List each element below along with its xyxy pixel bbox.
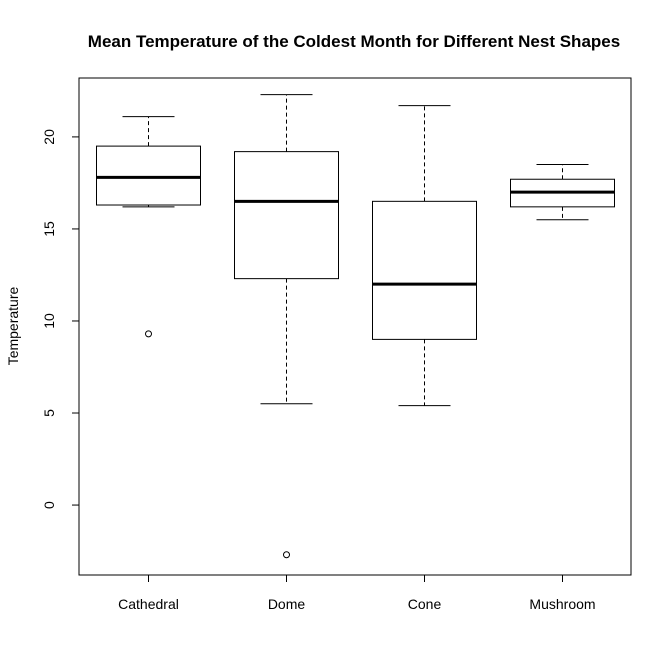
boxes bbox=[96, 94, 615, 559]
box-iqr bbox=[372, 200, 477, 340]
x-tick-label: Cone bbox=[408, 596, 442, 612]
x-tick-label: Dome bbox=[268, 596, 306, 612]
box-dome bbox=[234, 94, 339, 559]
chart-title: Mean Temperature of the Coldest Month fo… bbox=[88, 32, 620, 51]
x-axis: Cathedral Dome Cone Mushroom bbox=[118, 574, 596, 612]
box-cone bbox=[372, 105, 477, 407]
y-tick-label: 15 bbox=[41, 221, 57, 237]
outlier-point bbox=[283, 551, 290, 559]
outlier-point bbox=[145, 330, 152, 338]
y-tick-label: 5 bbox=[41, 409, 57, 417]
y-tick-label: 20 bbox=[41, 129, 57, 145]
box-iqr bbox=[96, 145, 201, 206]
box-iqr bbox=[234, 151, 339, 280]
x-tick-label: Mushroom bbox=[529, 596, 595, 612]
box-cathedral bbox=[96, 116, 201, 338]
y-axis-label: Temperature bbox=[5, 286, 21, 365]
plot-frame bbox=[78, 77, 632, 576]
y-tick-label: 0 bbox=[41, 501, 57, 509]
y-axis: 0 5 10 15 20 bbox=[41, 129, 80, 509]
x-tick-label: Cathedral bbox=[118, 596, 179, 612]
y-tick-label: 10 bbox=[41, 313, 57, 329]
box-mushroom bbox=[510, 164, 615, 221]
